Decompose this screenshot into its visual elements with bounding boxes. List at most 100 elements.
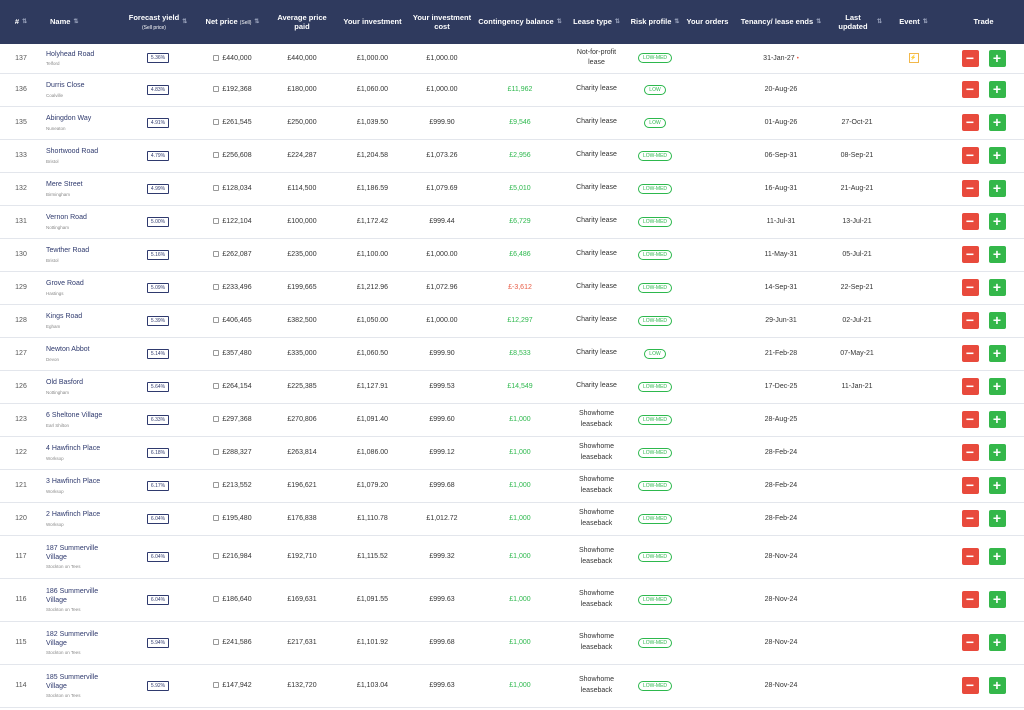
row-id: 137 xyxy=(0,44,42,74)
buy-button[interactable]: + xyxy=(988,312,1006,329)
table-row[interactable]: 133 Shortwood Road Bristol 4.79% £256,608 £22… xyxy=(0,139,1024,173)
table-row[interactable]: 123 6 Sheltone Village Earl Shilton 6.33% £2… xyxy=(0,403,1024,437)
tenancy-date: 29-Jun-31 xyxy=(765,317,797,324)
table-row[interactable]: 126 Old Basford Nottingham 5.64% £264,154 £22… xyxy=(0,370,1024,404)
buy-button[interactable]: + xyxy=(988,677,1006,694)
sell-button[interactable]: − xyxy=(961,114,979,131)
sell-button[interactable]: − xyxy=(961,591,979,608)
price-info-icon xyxy=(213,119,220,126)
table-row[interactable]: 135 Abingdon Way Nuneaton 4.91% £261,545 £250… xyxy=(0,106,1024,140)
buy-button[interactable]: + xyxy=(988,345,1006,362)
property-name-link[interactable]: Mere Street xyxy=(46,181,83,189)
buy-button[interactable]: + xyxy=(988,49,1006,67)
buy-button[interactable]: + xyxy=(988,444,1006,461)
sell-button[interactable]: − xyxy=(961,49,979,67)
col-name[interactable]: Name ⇅ xyxy=(42,0,120,44)
property-name-link[interactable]: Grove Road xyxy=(46,280,84,288)
table-row[interactable]: 115 182 Summerville Village Stockton on Te… xyxy=(0,621,1024,665)
table-row[interactable]: 114 185 Summerville Village Stockton on Te… xyxy=(0,664,1024,708)
sell-button[interactable]: − xyxy=(961,345,979,362)
buy-button[interactable]: + xyxy=(988,81,1006,98)
property-name-link[interactable]: 6 Sheltone Village xyxy=(46,412,103,420)
table-row[interactable]: 131 Vernon Road Nottingham 5.00% £122,104 £10… xyxy=(0,205,1024,239)
property-name-link[interactable]: Old Basford xyxy=(46,379,83,387)
buy-button[interactable]: + xyxy=(988,147,1006,164)
table-row[interactable]: 136 Durris Close Coalville 4.83% £192,368 £18… xyxy=(0,73,1024,107)
net-price-cell: £186,640 xyxy=(196,578,269,622)
sell-button[interactable]: − xyxy=(961,444,979,461)
sell-button[interactable]: − xyxy=(961,548,979,565)
property-name-link[interactable]: 3 Hawfinch Place xyxy=(46,478,101,486)
buy-button[interactable]: + xyxy=(988,213,1006,230)
sell-button[interactable]: − xyxy=(961,147,979,164)
property-name-link[interactable]: 185 Summerville Village xyxy=(46,673,99,690)
table-row[interactable]: 121 3 Hawfinch Place Worksop 6.17% £213,552 £… xyxy=(0,469,1024,503)
col-average-price[interactable]: Average price paid xyxy=(269,0,335,44)
table-row[interactable]: 137 Holyhead Road Telford 5.36% £440,000 £440… xyxy=(0,44,1024,74)
sell-button[interactable]: − xyxy=(961,312,979,329)
buy-button[interactable]: + xyxy=(988,378,1006,395)
table-row[interactable]: 120 2 Hawfinch Place Worksop 6.04% £195,480 £… xyxy=(0,502,1024,536)
buy-button[interactable]: + xyxy=(988,634,1006,651)
sell-button[interactable]: − xyxy=(961,677,979,694)
col-investment-cost[interactable]: Your investment cost xyxy=(410,0,474,44)
property-name-link[interactable]: Abingdon Way xyxy=(46,115,92,123)
property-name-link[interactable]: Holyhead Road xyxy=(46,51,95,59)
sell-button[interactable]: − xyxy=(961,378,979,395)
sell-button[interactable]: − xyxy=(961,510,979,527)
event-icon[interactable]: ⚡ xyxy=(908,53,919,64)
buy-button[interactable]: + xyxy=(988,279,1006,296)
table-row[interactable]: 116 186 Summerville Village Stockton on Te… xyxy=(0,578,1024,622)
property-name-link[interactable]: Shortwood Road xyxy=(46,148,99,156)
buy-button[interactable]: + xyxy=(988,246,1006,263)
your-orders xyxy=(683,205,732,239)
buy-button[interactable]: + xyxy=(988,591,1006,608)
table-row[interactable]: 129 Grove Road Hastings 5.09% £233,496 £199,6… xyxy=(0,271,1024,305)
col-contingency[interactable]: Contingency balance ⇅ xyxy=(474,0,566,44)
row-id: 115 xyxy=(0,621,42,665)
col-your-investment[interactable]: Your investment xyxy=(335,0,410,44)
property-location: Earl Shilton xyxy=(46,422,70,428)
buy-button[interactable]: + xyxy=(988,477,1006,494)
buy-button[interactable]: + xyxy=(988,114,1006,131)
col-lease-type[interactable]: Lease type ⇅ xyxy=(566,0,627,44)
table-row[interactable]: 130 Tewther Road Bristol 5.16% £262,087 £235,… xyxy=(0,238,1024,272)
property-name-link[interactable]: Vernon Road xyxy=(46,214,87,222)
col-tenancy[interactable]: Tenancy/ lease ends ⇅ xyxy=(732,0,830,44)
col-forecast-yield[interactable]: Forecast yield (Sell price) ⇅ xyxy=(120,0,196,44)
property-name-link[interactable]: Tewther Road xyxy=(46,247,90,255)
property-name-link[interactable]: Kings Road xyxy=(46,313,83,321)
sell-button[interactable]: − xyxy=(961,411,979,428)
table-row[interactable]: 117 187 Summerville Village Stockton on Te… xyxy=(0,535,1024,579)
property-name-link[interactable]: Durris Close xyxy=(46,82,85,90)
property-name-link[interactable]: 187 Summerville Village xyxy=(46,544,99,561)
col-net-price[interactable]: Net price (Sell) ⇅ xyxy=(196,0,269,44)
sell-button[interactable]: − xyxy=(961,213,979,230)
buy-button[interactable]: + xyxy=(988,510,1006,527)
col-your-orders[interactable]: Your orders xyxy=(683,0,732,44)
buy-button[interactable]: + xyxy=(988,180,1006,197)
forecast-yield-cell: 5.09% xyxy=(120,271,196,305)
sell-button[interactable]: − xyxy=(961,246,979,263)
property-name-link[interactable]: 2 Hawfinch Place xyxy=(46,511,101,519)
property-name-link[interactable]: 186 Summerville Village xyxy=(46,587,99,604)
property-name-link[interactable]: 4 Hawfinch Place xyxy=(46,445,101,453)
sell-button[interactable]: − xyxy=(961,180,979,197)
tenancy-date: 21-Feb-28 xyxy=(764,350,798,357)
property-name-link[interactable]: Newton Abbot xyxy=(46,346,90,354)
col-id[interactable]: # ⇅ xyxy=(0,0,42,44)
buy-button[interactable]: + xyxy=(988,411,1006,428)
table-row[interactable]: 132 Mere Street Birmingham 4.99% £128,034 £11… xyxy=(0,172,1024,206)
sell-button[interactable]: − xyxy=(961,477,979,494)
sell-button[interactable]: − xyxy=(961,81,979,98)
property-name-link[interactable]: 182 Summerville Village xyxy=(46,630,99,647)
col-event[interactable]: Event ⇅ xyxy=(884,0,943,44)
table-row[interactable]: 128 Kings Road Egham 5.39% £406,465 £382,500 £… xyxy=(0,304,1024,338)
table-row[interactable]: 127 Newton Abbot Devon 5.14% £357,480 £335,00… xyxy=(0,337,1024,371)
buy-button[interactable]: + xyxy=(988,548,1006,565)
table-row[interactable]: 122 4 Hawfinch Place Worksop 6.18% £288,327 £… xyxy=(0,436,1024,470)
sell-button[interactable]: − xyxy=(961,279,979,296)
sell-button[interactable]: − xyxy=(961,634,979,651)
col-last-updated[interactable]: Last updated ⇅ xyxy=(830,0,884,44)
col-risk-profile[interactable]: Risk profile ⇅ xyxy=(627,0,683,44)
